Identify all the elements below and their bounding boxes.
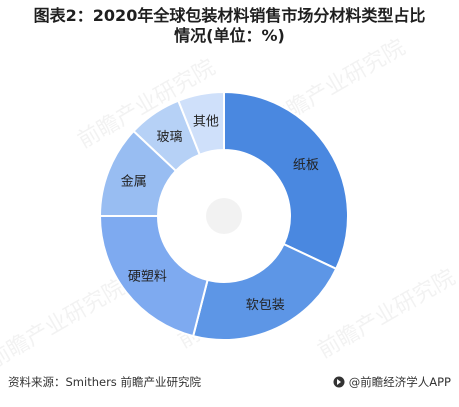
donut-segment-0 bbox=[223, 90, 349, 271]
center-logo-icon bbox=[206, 198, 242, 234]
brand-attribution: @前瞻经济学人APP bbox=[333, 374, 451, 390]
source-text: 资料来源：Smithers 前瞻产业研究院 bbox=[8, 375, 201, 389]
brand-logo-icon bbox=[333, 376, 345, 388]
segment-label-0: 纸板 bbox=[293, 158, 319, 173]
donut-segment-1 bbox=[191, 242, 338, 341]
watermark-text: 前瞻产业研究院 bbox=[0, 275, 130, 374]
donut-segment-5 bbox=[177, 90, 225, 156]
segment-label-2: 硬塑料 bbox=[128, 269, 167, 284]
segment-label-3: 金属 bbox=[121, 173, 147, 189]
donut-segment-2 bbox=[98, 215, 209, 338]
segment-label-4: 玻璃 bbox=[156, 130, 182, 145]
watermark-text: 前瞻产业研究院 bbox=[314, 265, 459, 364]
segment-label-5: 其他 bbox=[193, 115, 219, 130]
footer: 资料来源：Smithers 前瞻产业研究院 @前瞻经济学人APP bbox=[8, 374, 451, 390]
center-watermark-logo bbox=[206, 198, 242, 234]
brand-text: @前瞻经济学人APP bbox=[348, 375, 451, 389]
donut-segments bbox=[98, 90, 349, 341]
chart-title: 图表2：2020年全球包装材料销售市场分材料类型占比情况(单位：%) bbox=[33, 6, 426, 45]
segment-label-1: 软包装 bbox=[246, 298, 285, 313]
